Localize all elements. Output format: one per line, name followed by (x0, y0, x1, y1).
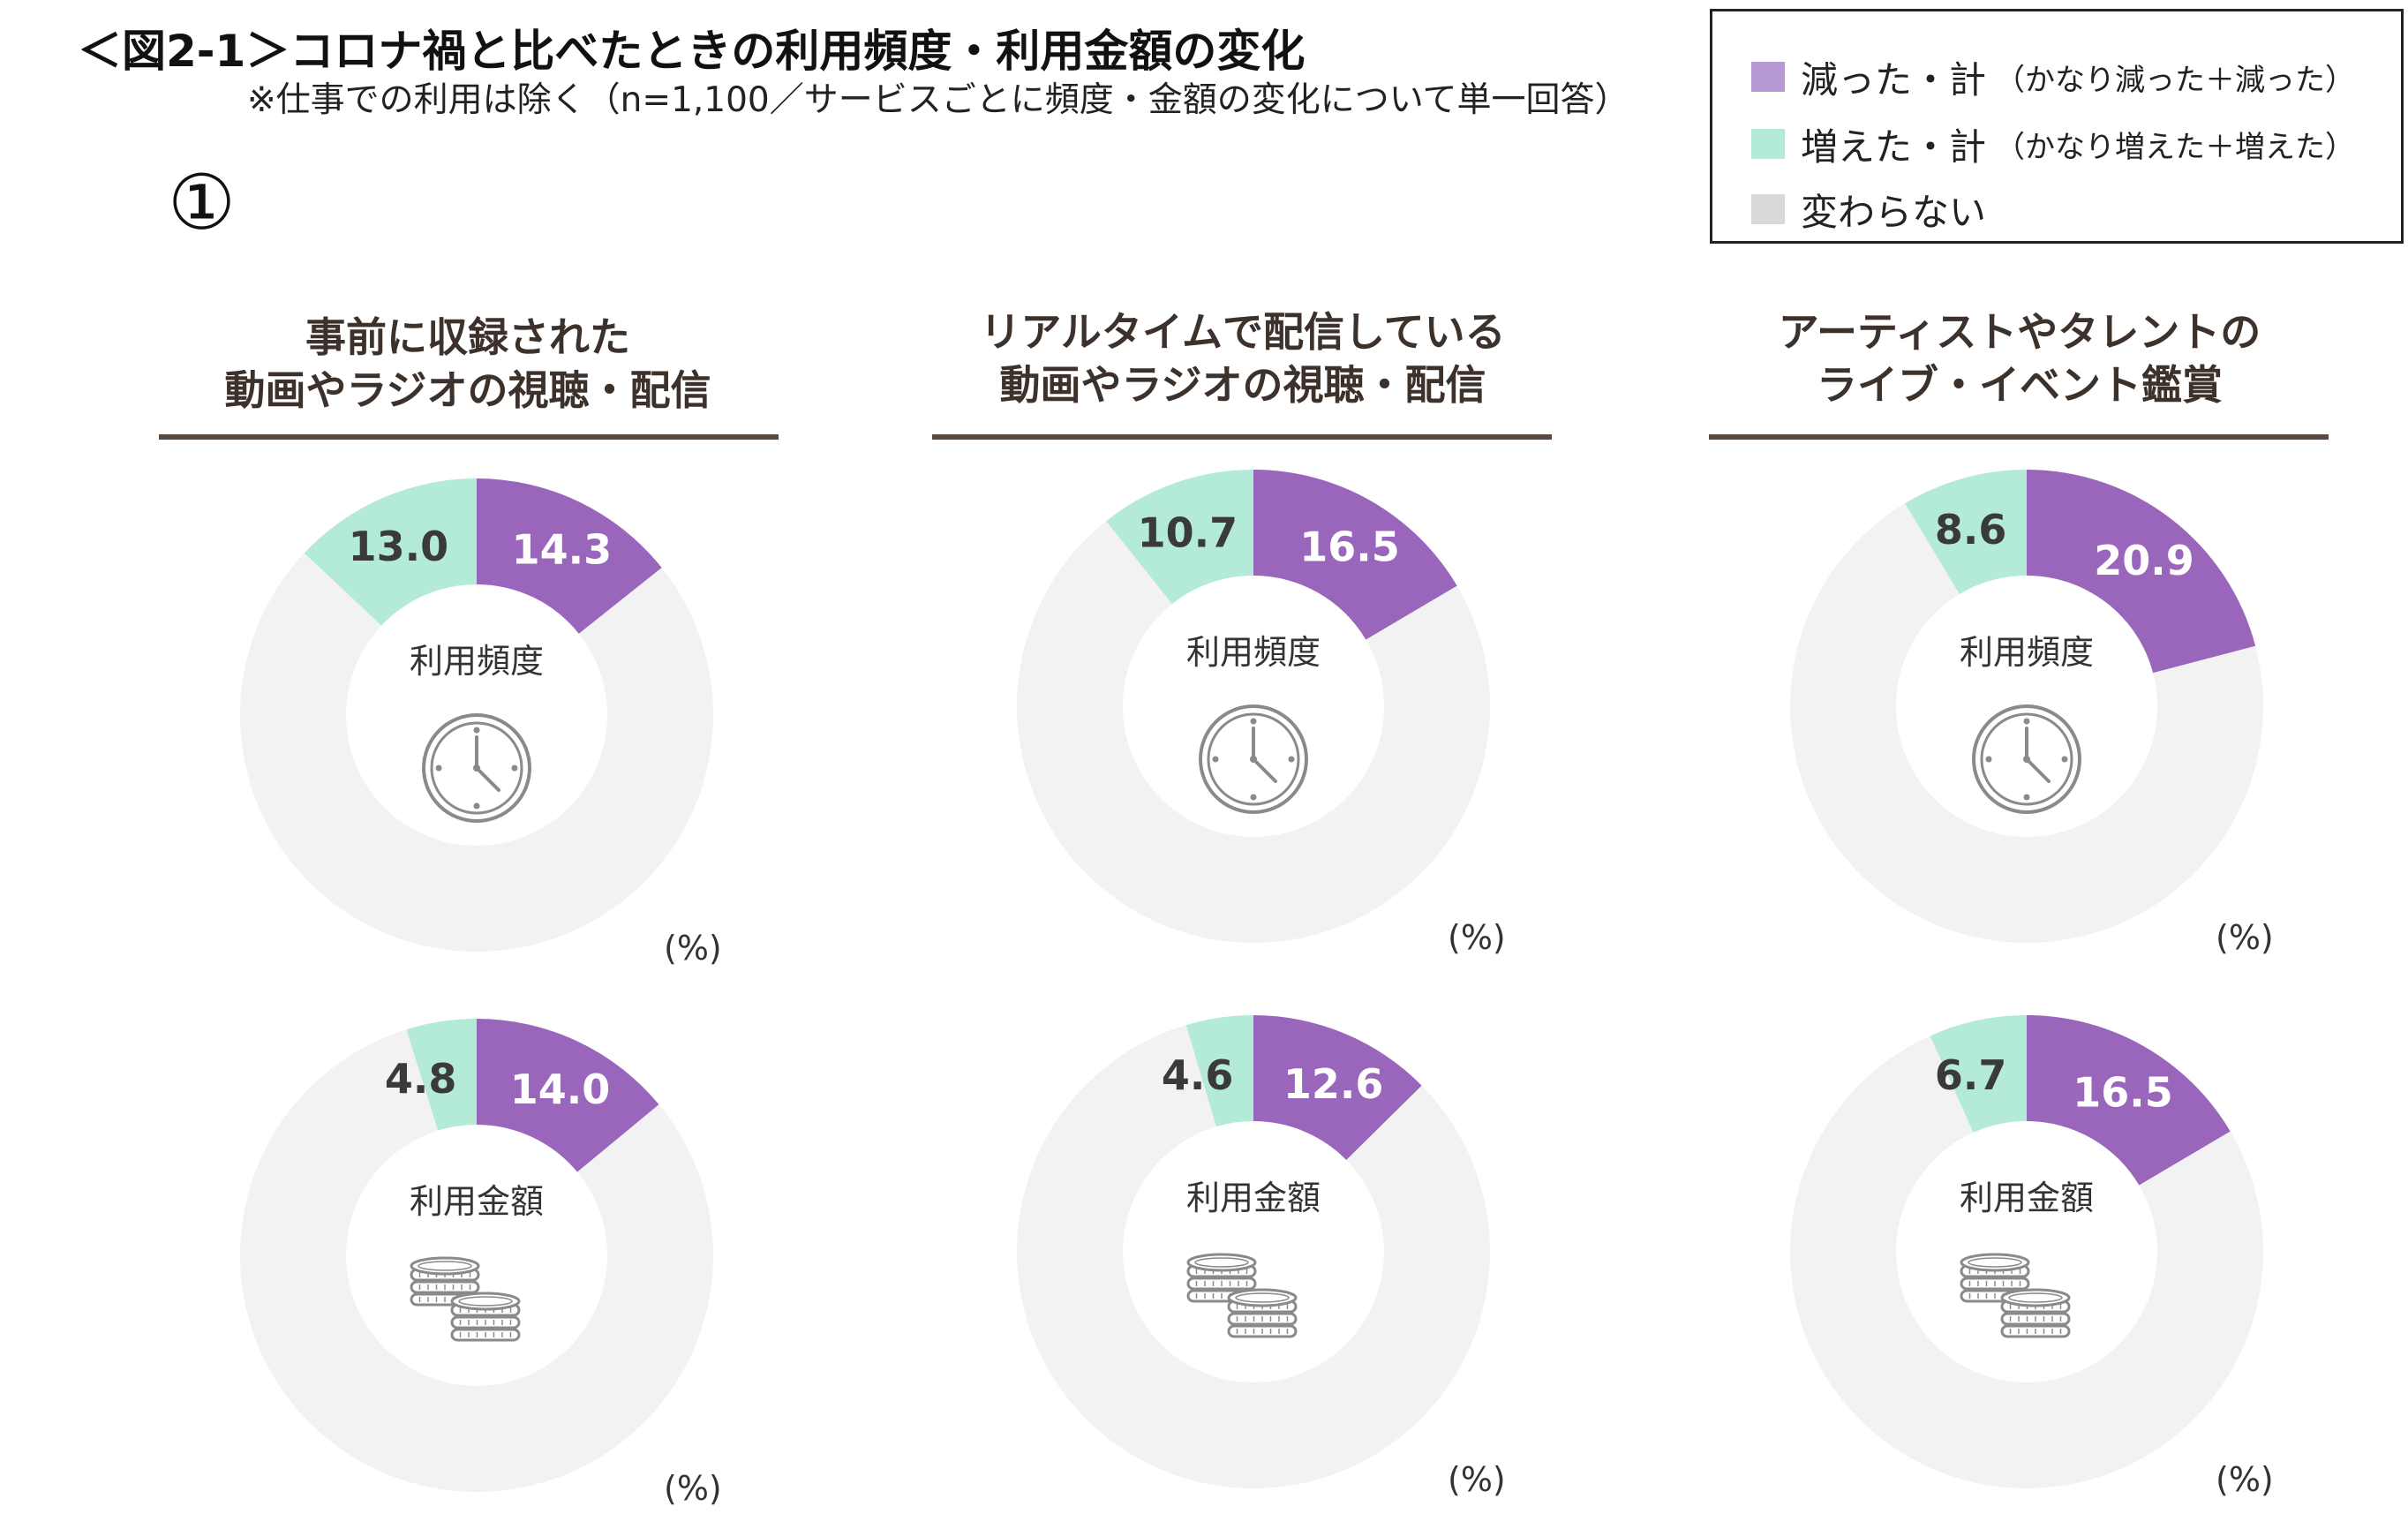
donut-chart-live-event-spending: 16.5 6.7 利用金額 (1790, 1015, 2263, 1488)
column-title-live-stream-line1: リアルタイムで配信している (980, 308, 1506, 356)
donut-chart-recorded-frequency-slice-decreased (477, 478, 662, 634)
donut-chart-recorded-spending-slice-unchanged (240, 1029, 714, 1492)
legend-swatch-unchanged (1751, 194, 1785, 224)
donut-chart-live-event-spending-slice-increased (1930, 1015, 2027, 1133)
donut-chart-live-event-frequency-slice-unchanged (1789, 503, 2263, 943)
legend-item-increased: 増えた・計 （かなり増えた＋増えた） (1751, 117, 2355, 170)
donut-chart-live-event-frequency: 20.9 8.6 利用頻度 (1789, 470, 2263, 943)
donut-chart-live-stream-spending-label-increased: 4.6 (1162, 1051, 1234, 1099)
donut-chart-live-event-spending-center-label: 利用金額 (1960, 1179, 2094, 1217)
donut-chart-recorded-frequency-clock-icon (422, 713, 531, 823)
donut-chart-live-stream-frequency: 16.5 10.7 利用頻度 (1017, 470, 1490, 943)
legend-item-unchanged: 変わらない (1751, 183, 1986, 236)
donut-chart-recorded-spending-center-label: 利用金額 (410, 1182, 544, 1221)
panel-number: ① (168, 159, 237, 247)
donut-chart-live-event-frequency-label-increased: 8.6 (1935, 506, 2007, 554)
legend-label-decreased: 減った・計 (1801, 57, 1987, 102)
column-title-recorded-line1: 事前に収録された (305, 313, 630, 361)
donut-chart-recorded-frequency-label-decreased: 14.3 (512, 526, 613, 574)
legend-label-increased: 増えた・計 (1801, 124, 1987, 169)
unit-label-live-event-frequency: (%) (2216, 918, 2274, 957)
donut-chart-live-event-frequency-slice-decreased (2027, 470, 2256, 674)
legend-item-decreased: 減った・計 （かなり減った＋減った） (1751, 50, 2355, 103)
donut-chart-recorded-spending-label-decreased: 14.0 (510, 1066, 611, 1113)
donut-chart-recorded-spending-coins-icon (410, 1256, 521, 1342)
unit-label-recorded-frequency: (%) (664, 929, 722, 968)
page-title: ＜図2-1＞コロナ禍と比べたときの利用頻度・利用金額の変化 (78, 26, 1306, 77)
donut-chart-live-stream-spending-label-decreased: 12.6 (1283, 1060, 1384, 1108)
donut-chart-live-stream-spending-slice-decreased (1253, 1015, 1422, 1161)
donut-chart-live-stream-spending-coins-icon (1186, 1253, 1298, 1338)
column-title-live-event-line2: ライブ・イベント鑑賞 (1817, 361, 2223, 409)
donut-chart-live-stream-frequency-label-increased: 10.7 (1138, 509, 1238, 557)
donut-chart-live-event-spending-slice-unchanged (1790, 1036, 2263, 1488)
donut-chart-recorded-frequency-label-increased: 13.0 (349, 523, 449, 570)
unit-label-live-stream-frequency: (%) (1448, 918, 1506, 957)
donut-chart-recorded-frequency-slice-increased (304, 478, 477, 626)
donut-chart-recorded-frequency: 14.3 13.0 利用頻度 (239, 478, 713, 952)
donut-chart-live-event-spending-label-increased: 6.7 (1935, 1051, 2007, 1099)
donut-chart-live-stream-spending-slice-unchanged (1017, 1025, 1490, 1488)
column-title-live-event-line1: アーティストやタレントの (1778, 308, 2261, 356)
column-rule-live-stream (932, 434, 1552, 440)
column-title-recorded-line2: 動画やラジオの視聴・配信 (224, 366, 711, 414)
legend-label-unchanged: 変わらない (1801, 190, 1987, 234)
column-title-live-stream-line2: 動画やラジオの視聴・配信 (999, 361, 1486, 409)
donut-chart-live-event-frequency-clock-icon (1972, 704, 2081, 814)
donut-chart-recorded-frequency-slice-unchanged (239, 553, 713, 952)
unit-label-live-stream-spending: (%) (1448, 1460, 1506, 1499)
donut-chart-recorded-spending-slice-decreased (477, 1019, 659, 1172)
donut-chart-live-stream-frequency-slice-unchanged (1017, 521, 1490, 943)
donut-chart-live-stream-frequency-label-decreased: 16.5 (1299, 523, 1400, 570)
donut-chart-live-event-frequency-center-label: 利用頻度 (1960, 633, 2094, 672)
unit-label-recorded-spending: (%) (664, 1469, 722, 1508)
legend-swatch-decreased (1751, 62, 1785, 92)
column-title-live-event: アーティストやタレントの ライブ・イベント鑑賞 (1711, 305, 2329, 411)
donut-chart-live-event-frequency-label-decreased: 20.9 (2094, 537, 2194, 584)
donut-chart-live-event-spending-label-decreased: 16.5 (2073, 1068, 2173, 1116)
unit-label-live-event-spending: (%) (2216, 1460, 2274, 1499)
donut-chart-recorded-frequency-center-label: 利用頻度 (410, 642, 544, 681)
column-rule-recorded (159, 434, 779, 440)
donut-chart-live-stream-spending-center-label: 利用金額 (1186, 1179, 1321, 1217)
donut-chart-live-event-frequency-slice-increased (1905, 470, 2027, 595)
donut-chart-live-stream-spending: 12.6 4.6 利用金額 (1017, 1015, 1490, 1488)
donut-chart-live-stream-frequency-slice-decreased (1253, 470, 1457, 640)
donut-chart-live-event-spending-slice-decreased (2027, 1015, 2231, 1186)
legend-note-decreased: （かなり減った＋減った） (1995, 62, 2356, 98)
donut-chart-live-event-spending-coins-icon (1960, 1253, 2071, 1338)
donut-chart-live-stream-frequency-center-label: 利用頻度 (1186, 633, 1321, 672)
column-title-live-stream: リアルタイムで配信している 動画やラジオの視聴・配信 (934, 305, 1552, 411)
legend-note-increased: （かなり増えた＋増えた） (1995, 129, 2356, 165)
donut-chart-recorded-spending: 14.0 4.8 利用金額 (240, 1019, 714, 1492)
donut-chart-live-stream-frequency-slice-increased (1106, 470, 1253, 605)
donut-chart-live-stream-spending-slice-increased (1185, 1015, 1253, 1127)
page-subtitle: ※仕事での利用は除く（n=1,100／サービスごとに頻度・金額の変化について単一… (247, 80, 1629, 120)
donut-chart-recorded-spending-slice-increased (406, 1019, 477, 1131)
column-rule-live-event (1709, 434, 2329, 440)
legend-swatch-increased (1751, 129, 1785, 159)
donut-chart-live-stream-frequency-clock-icon (1199, 704, 1308, 814)
donut-chart-recorded-spending-label-increased: 4.8 (385, 1055, 457, 1103)
column-title-recorded: 事前に収録された 動画やラジオの視聴・配信 (159, 311, 777, 417)
legend: 減った・計 （かなり減った＋減った） 増えた・計 （かなり増えた＋増えた） 変わ… (1710, 9, 2404, 244)
